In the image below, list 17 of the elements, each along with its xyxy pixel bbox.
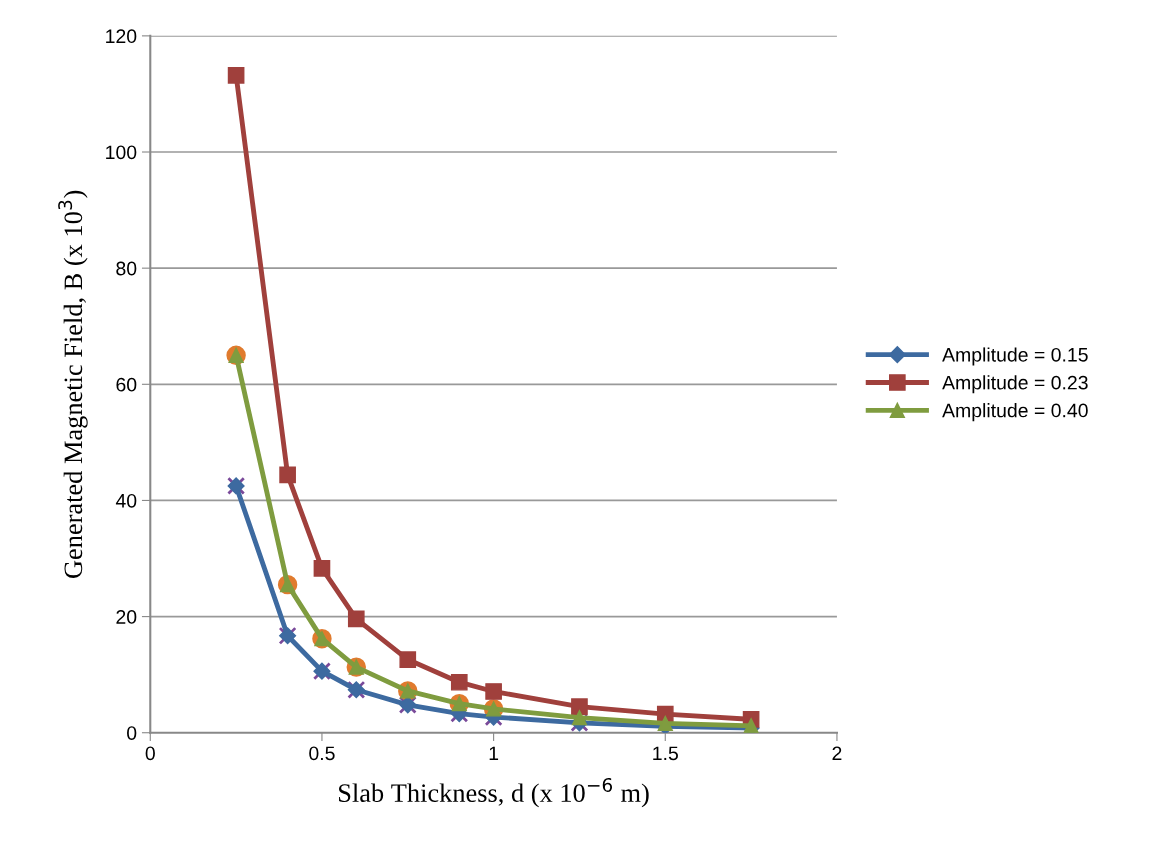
y-tick-label: 20 [116, 610, 137, 624]
y-tick-label: 0 [127, 726, 137, 740]
y-tick-label: 100 [106, 145, 137, 160]
x-tick-label: 0 [145, 746, 155, 761]
x-tick-label: 2 [832, 746, 842, 761]
legend-label: Amplitude = 0.15 [942, 347, 1088, 366]
y-axis-title: Generated Magnetic Field, B (x 10$^{3}$) [58, 190, 88, 578]
y-tick-label: 40 [115, 493, 137, 508]
y-tick-label: 60 [116, 377, 137, 392]
y-tick-label: 80 [116, 261, 137, 276]
legend-label: Amplitude = 0.40 [942, 403, 1088, 422]
x-tick-label: 1.5 [653, 746, 678, 761]
legend-label: Amplitude = 0.23 [942, 375, 1088, 394]
x-tick-label: 0.5 [309, 746, 335, 761]
x-tick-label: 1 [489, 746, 499, 761]
y-tick-label: 120 [106, 29, 137, 44]
x-axis-title: Slab Thickness, d (x 10$^{−6}$ m) [339, 777, 649, 808]
